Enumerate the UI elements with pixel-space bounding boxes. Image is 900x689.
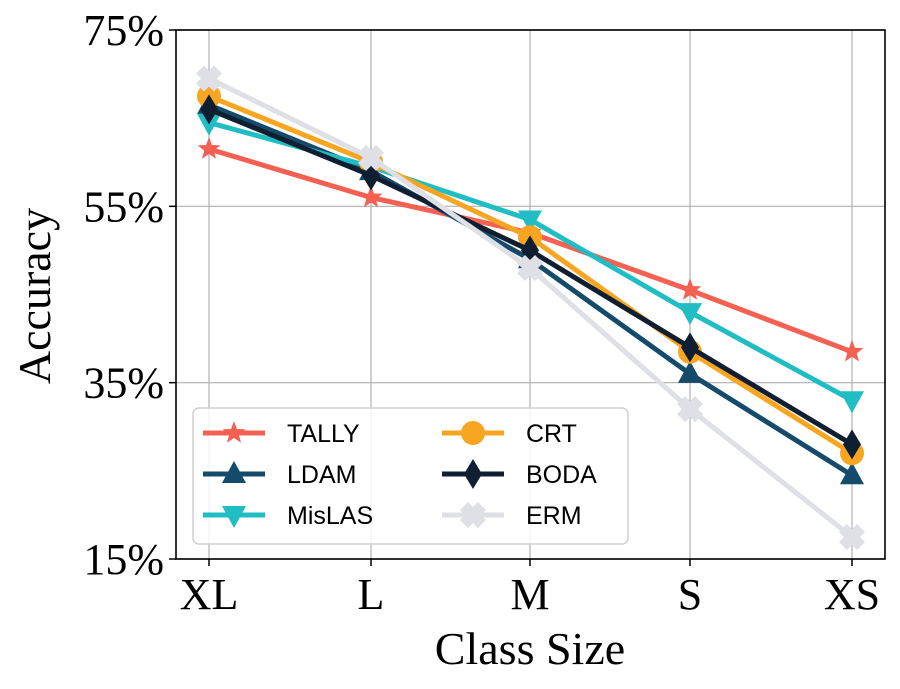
data-point-erm — [677, 396, 703, 423]
data-point-boda — [843, 429, 861, 460]
y-tick-label: 15% — [83, 535, 164, 584]
legend-item-mislas: MisLAS — [203, 502, 373, 530]
y-tick-label: 55% — [83, 182, 164, 231]
y-axis-ticks: 15% 35% 55% 75% — [83, 6, 176, 584]
x-tick-label: L — [358, 570, 385, 619]
x-tick-label: XS — [824, 570, 880, 619]
data-point-mislas — [197, 113, 221, 136]
legend-item-erm: ERM — [442, 502, 582, 530]
data-point-mislas — [840, 391, 864, 414]
data-point-mislas — [518, 210, 542, 233]
x-axis-ticks: XL L M S XS — [180, 559, 880, 619]
legend-label: CRT — [526, 420, 577, 448]
legend-item-boda: BODA — [442, 459, 597, 489]
data-point-erm — [196, 65, 222, 92]
x-axis-title: Class Size — [435, 623, 625, 674]
legend: TALLY LDAM MisLAS CRT BODA ERM — [192, 407, 629, 545]
x-tick-label: M — [510, 570, 549, 619]
legend-marker — [222, 461, 246, 483]
series-erm — [196, 65, 865, 550]
x-tick-label: XL — [180, 570, 239, 619]
data-point-mislas — [678, 303, 702, 326]
legend-label: BODA — [526, 461, 597, 489]
y-axis-title: Accuracy — [9, 208, 60, 384]
legend-marker — [461, 421, 485, 445]
data-point-tally — [359, 185, 383, 208]
data-point-erm — [839, 523, 865, 550]
legend-marker — [222, 506, 246, 528]
data-point-boda — [681, 332, 699, 363]
data-point-erm — [517, 255, 543, 282]
data-point-ldam — [840, 462, 864, 485]
legend-item-tally: TALLY — [203, 420, 360, 448]
data-point-ldam — [678, 360, 702, 383]
legend-label: TALLY — [287, 420, 360, 448]
legend-marker — [464, 459, 482, 489]
data-point-tally — [678, 278, 702, 300]
x-tick-label: S — [678, 570, 702, 619]
data-point-tally — [197, 137, 221, 159]
data-point-tally — [840, 339, 864, 362]
legend-marker — [222, 421, 246, 443]
y-tick-label: 35% — [83, 359, 164, 408]
legend-label: LDAM — [287, 461, 356, 489]
legend-item-crt: CRT — [442, 420, 577, 448]
legend-label: MisLAS — [287, 502, 373, 530]
data-point-boda — [200, 94, 218, 125]
legend-marker — [460, 502, 486, 528]
legend-box — [192, 407, 629, 545]
data-point-erm — [358, 144, 384, 171]
series-layer — [196, 65, 865, 550]
y-tick-label: 75% — [83, 6, 164, 55]
legend-label: ERM — [526, 502, 582, 530]
legend-item-ldam: LDAM — [203, 461, 356, 489]
